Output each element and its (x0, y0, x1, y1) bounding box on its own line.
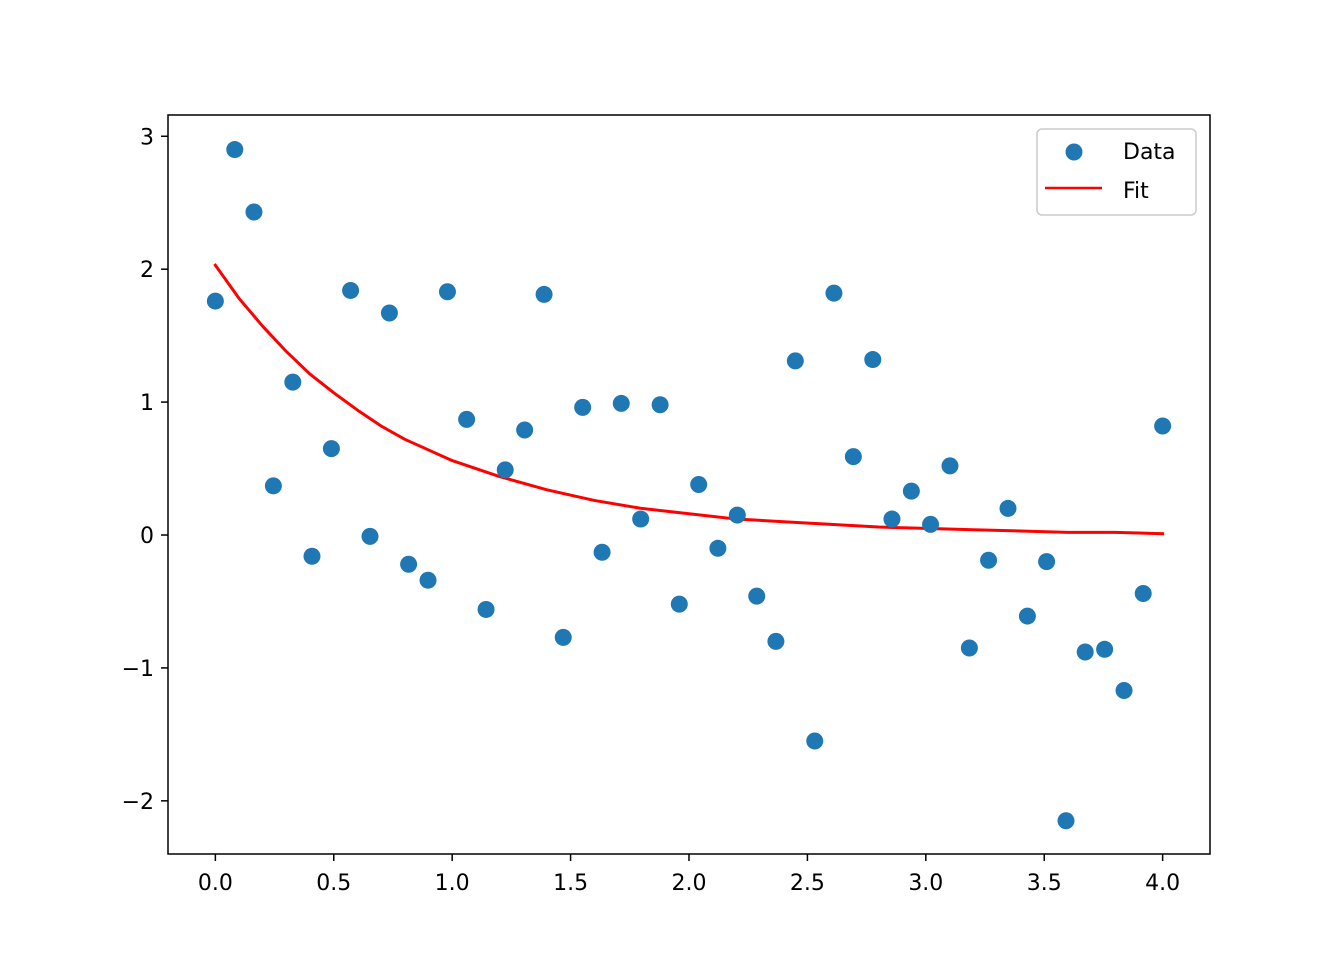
x-tick-label: 3.0 (908, 871, 943, 896)
data-point (999, 499, 1017, 517)
y-tick-label: −1 (122, 657, 154, 682)
x-tick-label: 3.5 (1027, 871, 1062, 896)
y-tick-label: 3 (140, 125, 154, 150)
data-point (361, 527, 379, 545)
data-point (496, 461, 514, 479)
data-point (748, 587, 766, 605)
data-point (1076, 643, 1094, 661)
data-point (1154, 417, 1172, 435)
data-point (380, 304, 398, 322)
data-point (303, 547, 321, 565)
data-point (786, 352, 804, 370)
data-point (709, 539, 727, 557)
legend-label-data: Data (1123, 140, 1176, 165)
data-point (477, 600, 495, 618)
x-tick-label: 1.5 (553, 871, 588, 896)
data-point (1057, 812, 1075, 830)
data-point (284, 373, 302, 391)
axis-ticks: 0.0 0.5 1.0 1.5 2.0 2.5 3.0 3.5 4.0 −2 −1 0 1 2 3 (122, 125, 1181, 896)
data-point (960, 639, 978, 657)
data-point (264, 477, 282, 495)
data-point (342, 281, 360, 299)
legend-marker-data (1065, 143, 1083, 161)
x-tick-label: 4.0 (1145, 871, 1180, 896)
data-point (1134, 584, 1152, 602)
legend-label-fit: Fit (1123, 179, 1149, 204)
y-tick-label: 1 (140, 391, 154, 416)
data-point (1096, 640, 1114, 658)
data-point (690, 476, 708, 493)
data-point (206, 292, 224, 310)
y-tick-label: 0 (140, 524, 154, 549)
data-point (226, 141, 244, 159)
y-tick-label: −2 (122, 790, 154, 815)
data-point (516, 421, 534, 439)
data-point (883, 510, 901, 528)
data-point (1038, 553, 1056, 571)
data-point (980, 551, 998, 569)
x-tick-label: 2.5 (790, 871, 825, 896)
legend: Data Fit (1036, 128, 1197, 216)
data-point (922, 515, 940, 533)
data-point (438, 283, 456, 301)
data-point (844, 448, 862, 466)
data-point (419, 571, 437, 589)
x-tick-label: 2.0 (672, 871, 707, 896)
data-point (574, 398, 592, 416)
data-point (651, 396, 669, 414)
x-tick-label: 1.0 (435, 871, 470, 896)
data-point (612, 394, 630, 412)
data-point (825, 284, 843, 302)
data-point (767, 632, 785, 650)
data-point (1018, 607, 1036, 625)
data-point (1115, 682, 1133, 700)
data-point (670, 595, 688, 613)
data-point (941, 457, 959, 475)
data-point (728, 506, 746, 524)
data-point (593, 543, 611, 561)
data-point (458, 410, 476, 428)
data-point (535, 285, 553, 303)
x-tick-label: 0.0 (198, 871, 233, 896)
plot-area (206, 141, 1172, 830)
data-point (554, 628, 572, 646)
y-tick-label: 2 (140, 258, 154, 283)
data-point (245, 203, 263, 221)
data-point (902, 482, 920, 500)
x-tick-label: 0.5 (316, 871, 351, 896)
data-point (322, 440, 340, 458)
fit-line (213, 263, 1165, 536)
data-point (632, 510, 650, 528)
data-point (806, 732, 824, 750)
data-point (864, 351, 882, 369)
data-point (400, 555, 418, 573)
